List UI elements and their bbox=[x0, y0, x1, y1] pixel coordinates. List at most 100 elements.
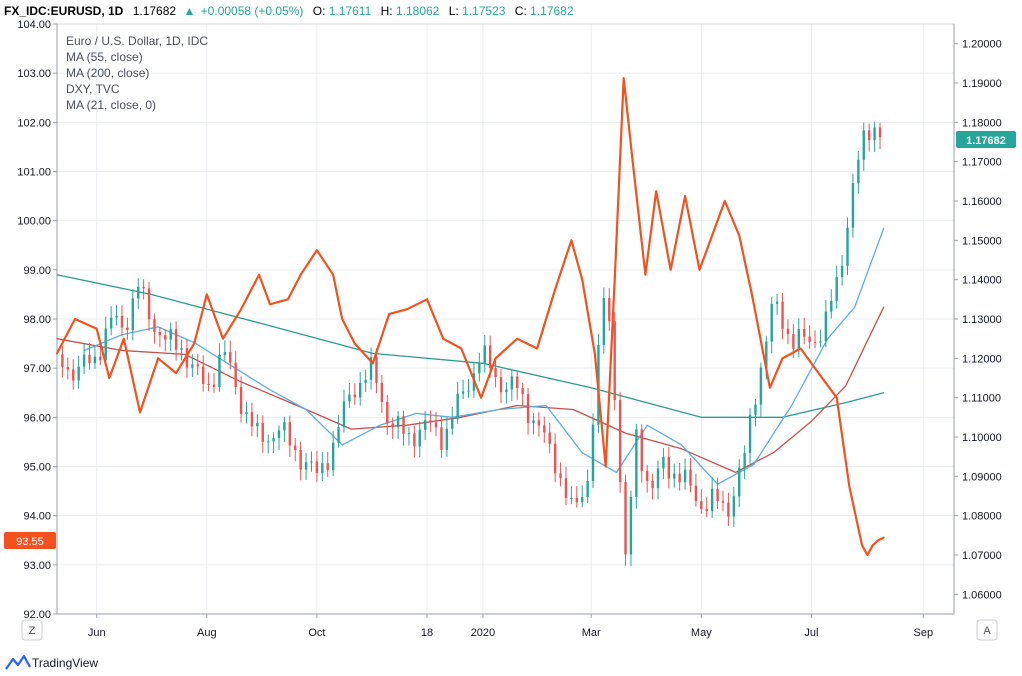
candle-body bbox=[434, 422, 438, 428]
zoom-button[interactable]: Z bbox=[21, 619, 43, 641]
legend-item-ma21[interactable]: MA (21, close, 0) bbox=[66, 98, 156, 112]
candle-body bbox=[537, 420, 541, 426]
candle-body bbox=[353, 394, 356, 398]
right-tick-label: 1.13000 bbox=[962, 314, 1002, 326]
candle-body bbox=[808, 336, 811, 342]
candle-body bbox=[656, 468, 660, 489]
zoom-button-frame[interactable] bbox=[21, 619, 43, 641]
candle-body bbox=[234, 362, 237, 387]
candle-body bbox=[478, 363, 481, 374]
candle-body bbox=[851, 183, 855, 228]
candle-body bbox=[120, 315, 124, 328]
tradingview-logo-icon bbox=[5, 654, 31, 670]
candle-body bbox=[402, 416, 405, 434]
candle-body bbox=[618, 400, 622, 483]
right-tick-label: 1.07000 bbox=[962, 550, 1002, 562]
candle-body bbox=[445, 428, 449, 450]
auto-scale-button[interactable]: A bbox=[976, 619, 998, 641]
candle-body bbox=[743, 452, 746, 468]
candle-body bbox=[201, 366, 205, 384]
change-arrow-icon: ▲ bbox=[183, 4, 195, 18]
left-tick-label: 101.00 bbox=[17, 167, 51, 179]
tradingview-logo[interactable]: TradingView bbox=[5, 654, 98, 670]
candle-body bbox=[840, 265, 844, 278]
candle-body bbox=[802, 328, 806, 337]
candle-body bbox=[245, 412, 248, 415]
legend-item-ma200[interactable]: MA (200, close) bbox=[66, 66, 149, 80]
chart-header: FX_IDC:EURUSD, 1D 1.17682 ▲ +0.00058 (+0… bbox=[4, 4, 574, 18]
candle-body bbox=[359, 382, 362, 398]
right-tick-label: 1.16000 bbox=[962, 196, 1002, 208]
candle-body bbox=[451, 418, 454, 429]
candle-body bbox=[429, 420, 432, 423]
right-tick-label: 1.15000 bbox=[962, 235, 1002, 247]
candle-body bbox=[738, 467, 741, 497]
time-tick-label: Oct bbox=[308, 627, 325, 639]
eurusd-last-value: 1.17682 bbox=[966, 135, 1006, 147]
candle-body bbox=[640, 429, 643, 471]
legend-item-eurusd[interactable]: Euro / U.S. Dollar, 1D, IDC bbox=[66, 34, 208, 48]
legend-item-dxy[interactable]: DXY, TVC bbox=[66, 82, 120, 96]
candle-body bbox=[310, 461, 313, 463]
candle-body bbox=[548, 432, 551, 444]
left-tick-label: 97.00 bbox=[23, 363, 51, 375]
brand-name[interactable]: TradingView bbox=[32, 656, 98, 670]
candle-body bbox=[727, 502, 730, 517]
legend-item-ma55[interactable]: MA (55, close) bbox=[66, 50, 143, 64]
candle-body bbox=[510, 376, 514, 390]
candle-body bbox=[109, 317, 113, 329]
right-tick-label: 1.19000 bbox=[962, 78, 1002, 90]
auto-scale-button-label[interactable]: A bbox=[983, 625, 991, 637]
left-tick-label: 100.00 bbox=[17, 216, 51, 228]
candle-body bbox=[104, 328, 107, 361]
close-value: 1.17682 bbox=[530, 4, 574, 18]
candle-body bbox=[564, 478, 568, 498]
candle-body bbox=[781, 301, 784, 329]
candle-body bbox=[575, 497, 578, 503]
grid bbox=[57, 23, 954, 615]
right-tick-label: 1.10000 bbox=[962, 432, 1002, 444]
candle-body bbox=[662, 456, 665, 469]
candle-body bbox=[846, 227, 849, 266]
candle-body bbox=[72, 369, 75, 381]
candle-body bbox=[369, 357, 373, 380]
candle-body bbox=[413, 433, 416, 447]
time-axis-ticks: Jun Aug Oct 18 2020 Mar May Jul Sep bbox=[88, 614, 933, 639]
zoom-button-label[interactable]: Z bbox=[29, 625, 36, 637]
candle-body bbox=[321, 463, 324, 474]
time-tick-label: Jun bbox=[88, 627, 106, 639]
candle-body bbox=[553, 443, 557, 474]
candle-body bbox=[705, 508, 708, 512]
symbol-label: FX_IDC:EURUSD, 1D bbox=[4, 4, 124, 18]
candle-body bbox=[824, 311, 828, 342]
candle-body bbox=[586, 481, 589, 498]
left-tick-label: 95.00 bbox=[23, 462, 51, 474]
left-tick-label: 104.00 bbox=[17, 19, 51, 31]
candle-body bbox=[494, 367, 497, 378]
time-tick-label: 2020 bbox=[471, 627, 495, 639]
candle-body bbox=[66, 367, 70, 370]
candle-body bbox=[629, 496, 633, 555]
high-value: 1.18062 bbox=[396, 4, 440, 18]
candle-body bbox=[775, 301, 779, 304]
dxy-last-label: 93.55 bbox=[4, 532, 56, 549]
candle-body bbox=[137, 286, 140, 299]
candle-body bbox=[467, 390, 470, 392]
candle-body bbox=[683, 469, 687, 483]
candlestick-series bbox=[61, 121, 882, 566]
candle-body bbox=[532, 420, 535, 423]
candle-body bbox=[93, 356, 97, 364]
candle-body bbox=[678, 473, 681, 483]
candle-body bbox=[526, 394, 530, 423]
candle-body bbox=[797, 328, 800, 349]
candle-body bbox=[229, 352, 232, 363]
legend: Euro / U.S. Dollar, 1D, IDC MA (55, clos… bbox=[66, 34, 208, 112]
candle-body bbox=[461, 391, 465, 394]
candle-body bbox=[364, 379, 367, 383]
candle-body bbox=[396, 416, 400, 428]
candle-body bbox=[651, 480, 654, 489]
candle-body bbox=[570, 497, 573, 499]
right-tick-label: 1.06000 bbox=[962, 589, 1002, 601]
auto-scale-button-frame[interactable] bbox=[976, 619, 998, 641]
candle-body bbox=[613, 321, 616, 401]
